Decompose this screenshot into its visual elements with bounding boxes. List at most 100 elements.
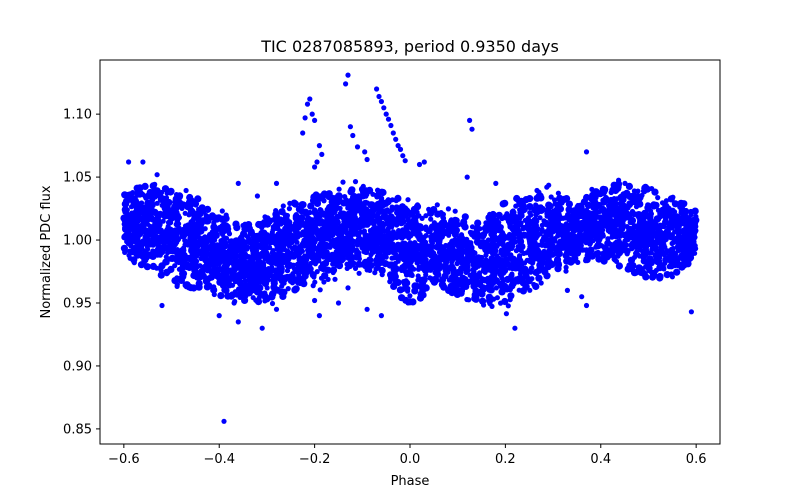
data-point: [164, 234, 172, 242]
outlier-point: [316, 143, 322, 149]
data-point: [419, 279, 427, 287]
data-point: [485, 278, 493, 286]
data-point: [635, 224, 643, 232]
outlier-point: [469, 126, 475, 132]
data-point: [341, 225, 349, 233]
data-point: [246, 238, 254, 246]
data-point: [587, 240, 594, 246]
outlier-point: [316, 313, 322, 319]
data-point: [273, 219, 281, 227]
data-point: [607, 196, 615, 205]
data-point: [240, 251, 248, 260]
data-point: [493, 285, 499, 291]
data-point: [673, 268, 681, 276]
data-point: [419, 215, 425, 221]
data-point: [291, 286, 299, 294]
data-point: [687, 228, 695, 236]
data-point: [248, 262, 256, 271]
data-point: [232, 220, 240, 228]
outlier-point: [347, 124, 353, 130]
data-point: [448, 274, 457, 282]
data-point: [384, 198, 392, 206]
data-point: [526, 247, 534, 255]
data-point: [308, 235, 316, 243]
data-point: [335, 236, 344, 244]
data-point: [351, 194, 359, 202]
data-point: [253, 242, 261, 250]
outlier-point: [397, 146, 404, 152]
data-point: [522, 196, 530, 204]
data-point: [257, 290, 265, 298]
outlier-point: [416, 161, 423, 168]
data-point: [371, 244, 379, 252]
data-point: [261, 242, 269, 250]
outlier-point: [400, 153, 406, 159]
data-point: [636, 200, 644, 208]
data-point: [470, 271, 476, 277]
outlier-point: [159, 302, 165, 309]
data-point: [607, 202, 615, 210]
data-point: [452, 226, 460, 234]
data-point: [335, 229, 343, 237]
data-point: [365, 233, 373, 241]
data-point: [126, 191, 135, 199]
data-point: [296, 274, 302, 280]
data-point: [527, 210, 533, 216]
data-point: [480, 266, 489, 274]
data-point: [388, 215, 396, 223]
data-point: [167, 265, 175, 273]
data-point: [609, 186, 617, 194]
data-point: [241, 296, 249, 304]
outlier-point: [381, 105, 387, 111]
data-point: [276, 262, 284, 270]
data-point: [249, 281, 257, 290]
data-point: [361, 261, 369, 269]
data-point: [122, 225, 130, 233]
data-point: [255, 220, 263, 229]
data-point: [173, 235, 181, 243]
data-point: [460, 221, 468, 229]
data-point: [415, 273, 421, 279]
data-point: [656, 272, 664, 281]
data-point: [277, 245, 285, 253]
data-point: [405, 197, 411, 203]
data-point: [507, 292, 515, 300]
data-point: [372, 270, 378, 276]
data-point: [548, 194, 554, 200]
data-point: [556, 228, 564, 236]
data-point: [237, 242, 245, 250]
data-point: [309, 271, 317, 279]
data-point: [154, 200, 160, 206]
data-point: [168, 254, 176, 262]
data-point: [258, 229, 266, 237]
data-point: [683, 233, 691, 241]
data-point: [307, 202, 315, 210]
data-point: [207, 273, 215, 281]
data-point: [462, 261, 470, 269]
data-point: [424, 249, 432, 257]
data-point: [532, 268, 540, 277]
outlier-point: [235, 180, 241, 186]
data-point: [273, 270, 281, 278]
data-point: [280, 217, 288, 225]
data-point: [294, 239, 300, 245]
data-point: [513, 276, 521, 284]
data-point: [229, 270, 237, 278]
data-point: [613, 215, 622, 223]
data-point: [393, 204, 401, 212]
data-point: [177, 251, 185, 259]
data-point: [151, 208, 159, 216]
data-point: [468, 230, 477, 238]
outlier-point: [354, 144, 361, 150]
data-point: [526, 203, 534, 211]
data-point: [388, 261, 396, 269]
data-point: [641, 251, 649, 259]
data-point: [348, 226, 356, 234]
data-point: [134, 212, 143, 221]
outlier-point: [464, 174, 470, 180]
outlier-point: [378, 313, 384, 319]
x-tick-label: −0.2: [299, 452, 331, 467]
data-point: [570, 226, 578, 234]
data-point: [581, 247, 587, 253]
data-point: [434, 202, 440, 208]
